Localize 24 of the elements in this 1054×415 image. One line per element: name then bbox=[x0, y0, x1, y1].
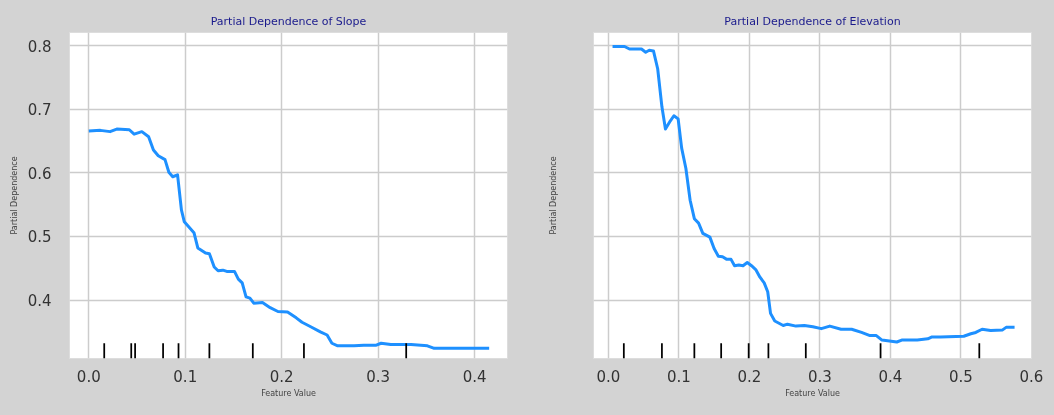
x-tick-label: 0.4 bbox=[462, 367, 487, 386]
x-tick-label: 0.4 bbox=[878, 367, 903, 386]
line-series bbox=[87, 127, 491, 350]
x-tick-label: 0.1 bbox=[173, 367, 198, 386]
y-tick-label: 0.6 bbox=[27, 164, 52, 183]
y-tick-label: 0.8 bbox=[27, 37, 52, 56]
x-tick-label: 0.6 bbox=[1019, 367, 1044, 386]
y-tick-label: 0.5 bbox=[27, 228, 52, 247]
x-tick-label: 0.2 bbox=[269, 367, 294, 386]
x-tick-label: 0.3 bbox=[807, 367, 832, 386]
y-axis-title: Partial Dependence bbox=[548, 156, 558, 235]
x-axis-title: Feature Value bbox=[261, 388, 316, 398]
chart-title: Partial Dependence of Slope bbox=[210, 14, 367, 28]
x-tick-label: 0.5 bbox=[949, 367, 973, 386]
x-axis-title: Feature Value bbox=[785, 388, 840, 398]
x-tick-label: 0.1 bbox=[666, 367, 691, 386]
x-tick-label: 0.3 bbox=[366, 367, 391, 386]
y-axis-title: Partial Dependence bbox=[9, 156, 19, 235]
x-tick-label: 0.0 bbox=[76, 367, 101, 386]
chart-title: Partial Dependence of Elevation bbox=[724, 14, 901, 28]
y-tick-label: 0.4 bbox=[27, 292, 52, 311]
x-tick-label: 0.0 bbox=[596, 367, 621, 386]
y-tick-label: 0.7 bbox=[27, 101, 52, 120]
x-tick-label: 0.2 bbox=[737, 367, 762, 386]
